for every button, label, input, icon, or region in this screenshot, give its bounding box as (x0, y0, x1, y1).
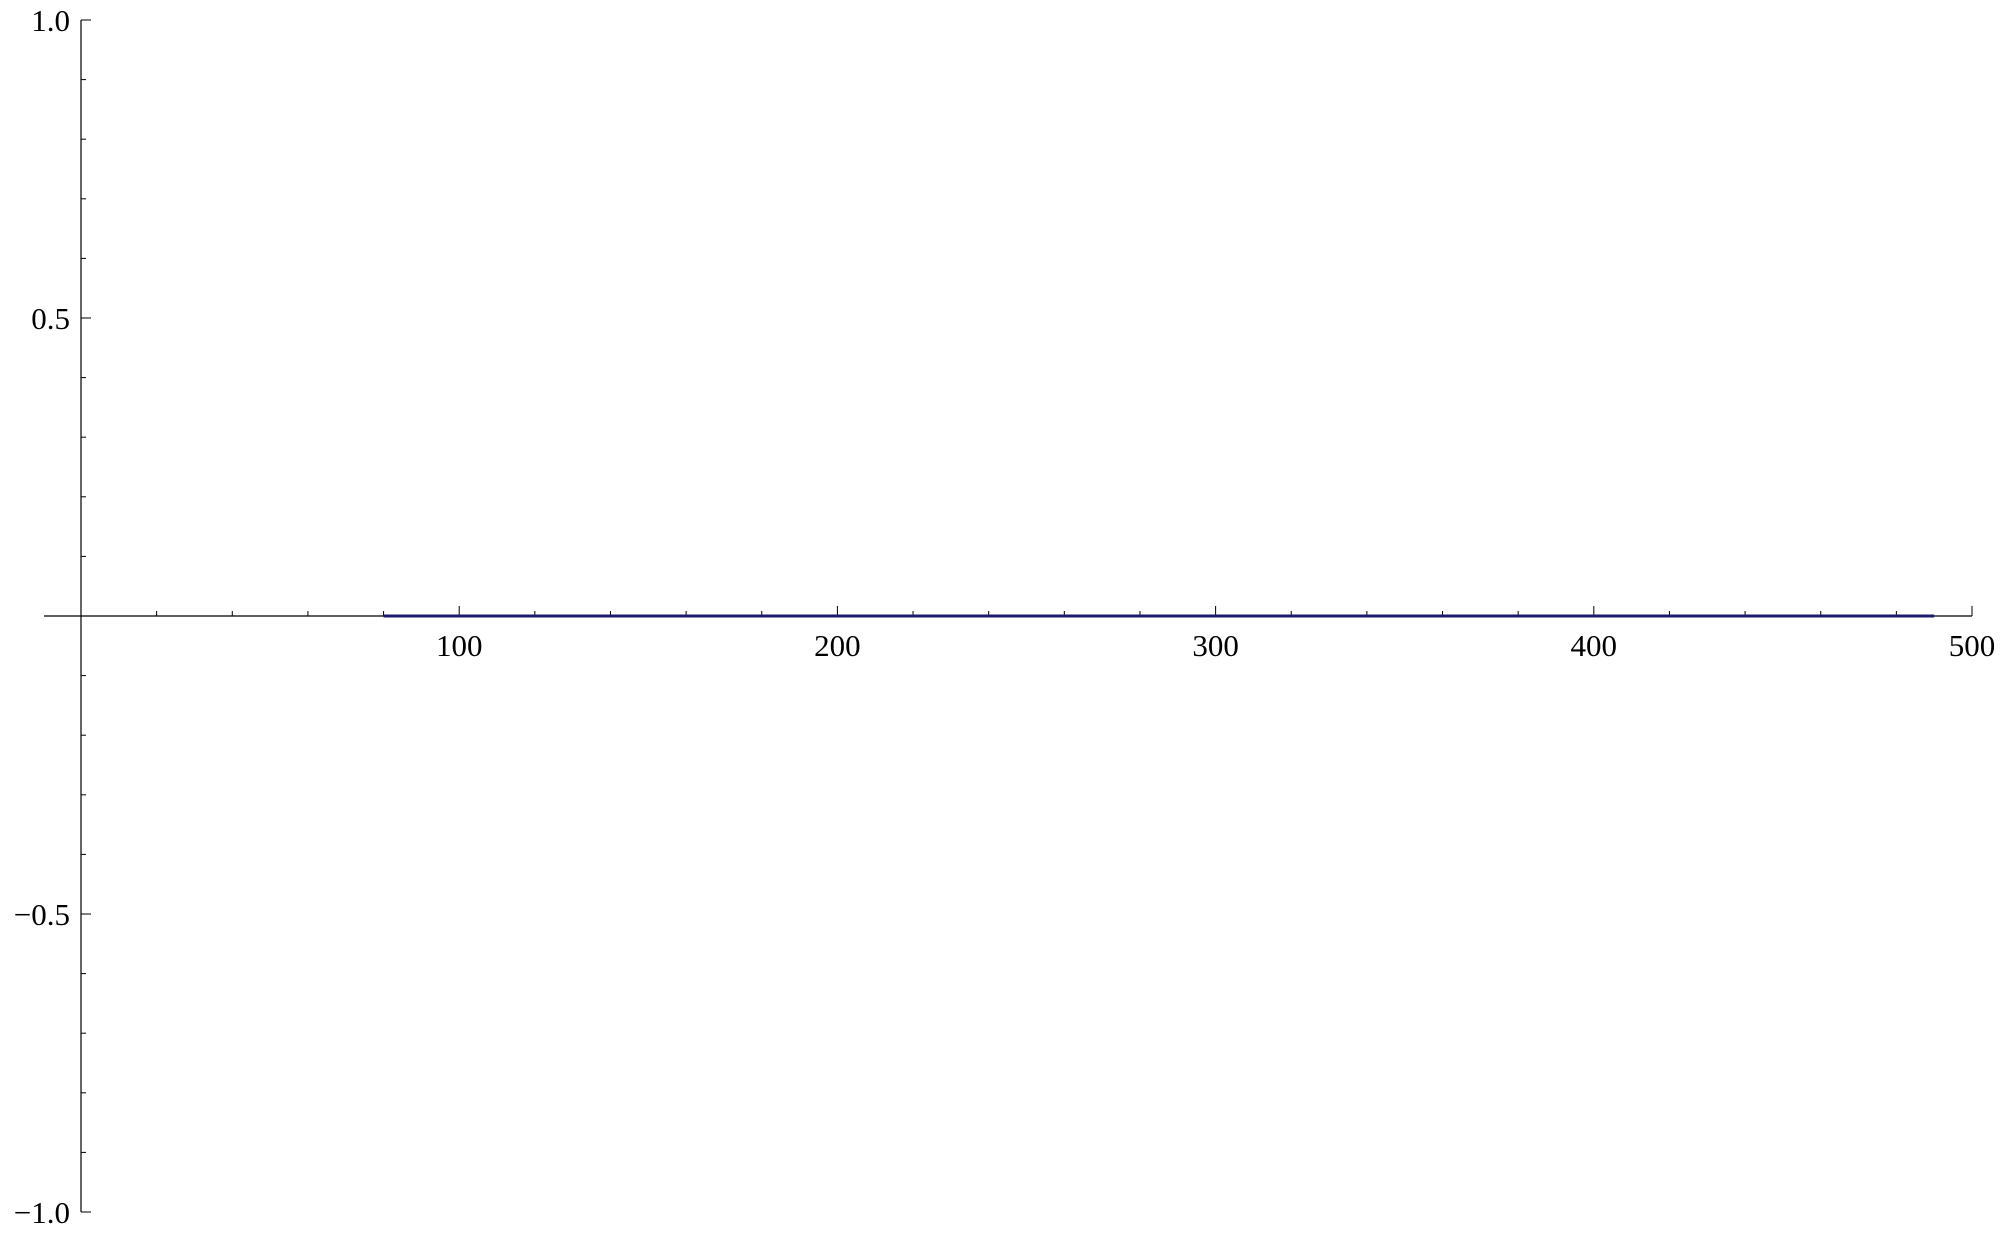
x-tick-label: 300 (1192, 628, 1239, 663)
x-tick-label: 500 (1949, 628, 1996, 663)
x-tick-label: 100 (436, 628, 483, 663)
y-tick-label: 1.0 (31, 3, 70, 38)
y-tick-label: −0.5 (14, 897, 70, 932)
y-tick-label: −1.0 (14, 1195, 70, 1230)
x-tick-label: 200 (814, 628, 861, 663)
tick-labels: 100 200 300 400 500 1.0 0.5 −0.5 −1.0 (14, 3, 1995, 1230)
x-tick-label: 400 (1571, 628, 1618, 663)
y-tick-label: 0.5 (31, 301, 70, 336)
